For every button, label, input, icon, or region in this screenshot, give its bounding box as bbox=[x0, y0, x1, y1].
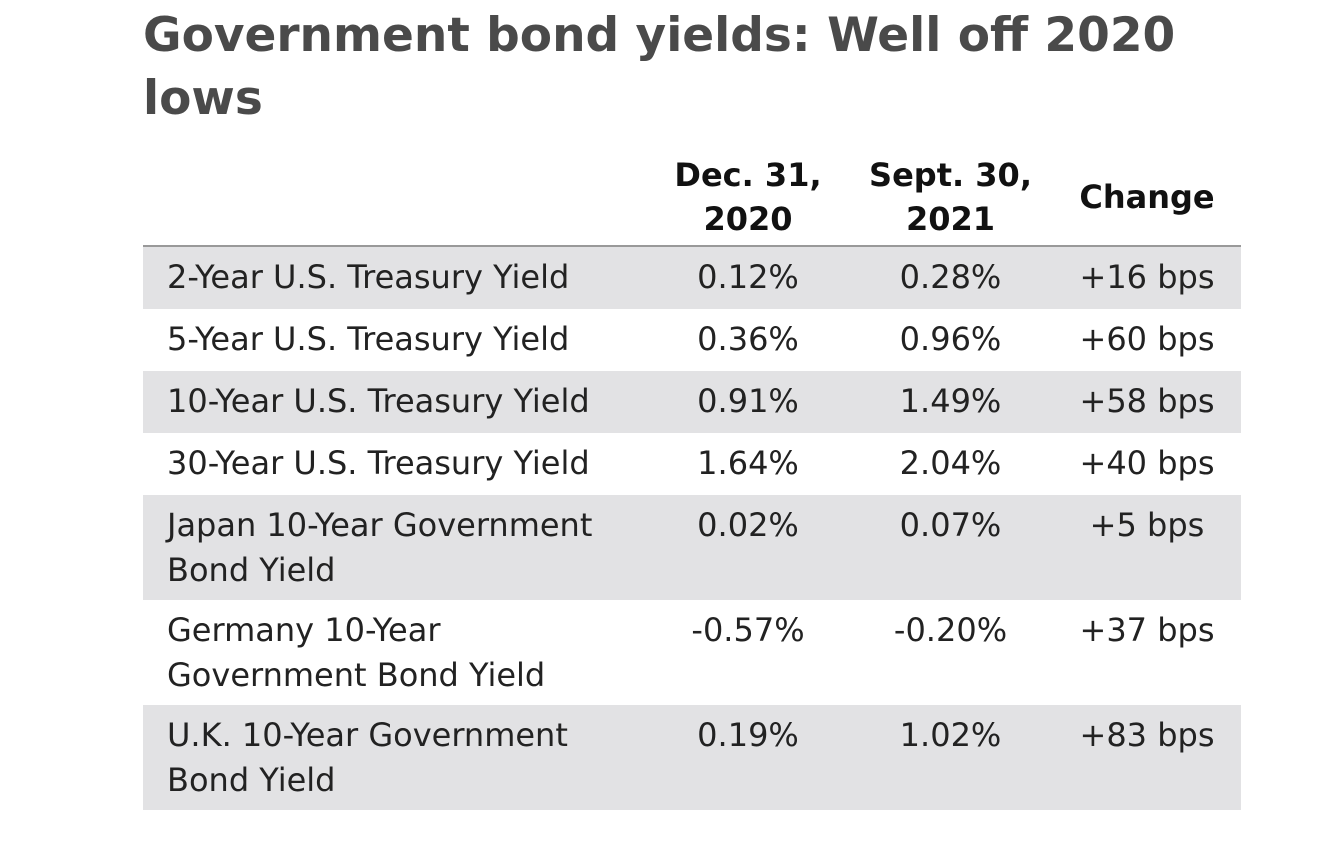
table-row: Germany 10-Year Government Bond Yield -0… bbox=[143, 600, 1241, 705]
row-label: 2-Year U.S. Treasury Yield bbox=[143, 246, 648, 309]
column-header-label bbox=[143, 148, 648, 247]
table-row: Japan 10-Year Government Bond Yield 0.02… bbox=[143, 495, 1241, 600]
cell-change: +58 bps bbox=[1053, 371, 1241, 433]
cell-dec-2020: 0.12% bbox=[648, 246, 848, 309]
cell-dec-2020: 0.02% bbox=[648, 495, 848, 600]
cell-sep-2021: 0.28% bbox=[848, 246, 1053, 309]
cell-dec-2020: 0.36% bbox=[648, 309, 848, 371]
cell-sep-2021: 1.49% bbox=[848, 371, 1053, 433]
cell-sep-2021: 2.04% bbox=[848, 433, 1053, 495]
cell-sep-2021: -0.20% bbox=[848, 600, 1053, 705]
cell-dec-2020: -0.57% bbox=[648, 600, 848, 705]
cell-dec-2020: 0.91% bbox=[648, 371, 848, 433]
cell-change: +60 bps bbox=[1053, 309, 1241, 371]
table-header-row: Dec. 31, 2020 Sept. 30, 2021 Change bbox=[143, 148, 1241, 247]
row-label: Germany 10-Year Government Bond Yield bbox=[143, 600, 648, 705]
cell-dec-2020: 0.19% bbox=[648, 705, 848, 810]
table-row: 10-Year U.S. Treasury Yield 0.91% 1.49% … bbox=[143, 371, 1241, 433]
column-header-change: Change bbox=[1053, 148, 1241, 247]
bond-yields-table: Dec. 31, 2020 Sept. 30, 2021 Change 2-Ye… bbox=[143, 148, 1241, 810]
cell-change: +83 bps bbox=[1053, 705, 1241, 810]
cell-change: +40 bps bbox=[1053, 433, 1241, 495]
row-label: 5-Year U.S. Treasury Yield bbox=[143, 309, 648, 371]
cell-sep-2021: 0.07% bbox=[848, 495, 1053, 600]
cell-change: +5 bps bbox=[1053, 495, 1241, 600]
row-label: 10-Year U.S. Treasury Yield bbox=[143, 371, 648, 433]
row-label: U.K. 10-Year Government Bond Yield bbox=[143, 705, 648, 810]
cell-change: +16 bps bbox=[1053, 246, 1241, 309]
cell-dec-2020: 1.64% bbox=[648, 433, 848, 495]
table-row: U.K. 10-Year Government Bond Yield 0.19%… bbox=[143, 705, 1241, 810]
row-label: Japan 10-Year Government Bond Yield bbox=[143, 495, 648, 600]
column-header-dec-2020: Dec. 31, 2020 bbox=[648, 148, 848, 247]
table-row: 30-Year U.S. Treasury Yield 1.64% 2.04% … bbox=[143, 433, 1241, 495]
column-header-sep-2021: Sept. 30, 2021 bbox=[848, 148, 1053, 247]
cell-change: +37 bps bbox=[1053, 600, 1241, 705]
table-row: 5-Year U.S. Treasury Yield 0.36% 0.96% +… bbox=[143, 309, 1241, 371]
cell-sep-2021: 0.96% bbox=[848, 309, 1053, 371]
cell-sep-2021: 1.02% bbox=[848, 705, 1053, 810]
chart-title: Government bond yields: Well off 2020 lo… bbox=[143, 8, 1176, 126]
row-label: 30-Year U.S. Treasury Yield bbox=[143, 433, 648, 495]
table-row: 2-Year U.S. Treasury Yield 0.12% 0.28% +… bbox=[143, 246, 1241, 309]
